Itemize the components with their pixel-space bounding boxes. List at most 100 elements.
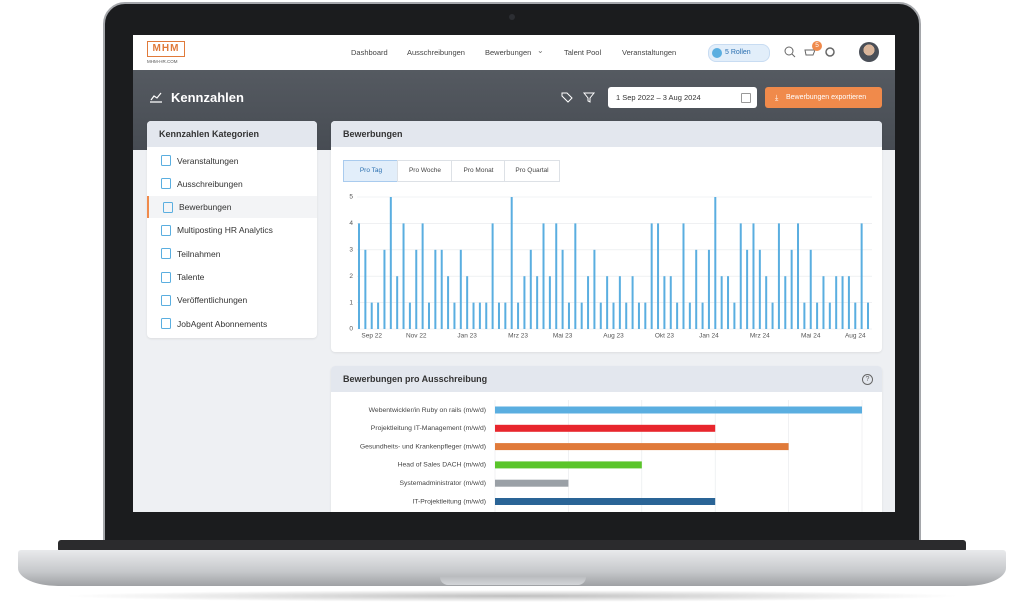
nav-item[interactable]: Dashboard [351,48,388,57]
bar [555,223,558,329]
bar [574,223,577,329]
y-tick-label: Projektleitung IT-Management (m/w/d) [371,425,486,432]
cart-badge: 5 [812,41,822,51]
nav-item[interactable]: Talent Pool [564,48,602,57]
screen: MHM MHM-HR.COM 5 Rollen 5 Dashboard Aussc… [133,35,895,512]
bar [860,223,863,329]
bar [495,461,642,469]
help-icon[interactable]: ? [862,374,873,385]
logo[interactable]: MHM [147,41,185,57]
y-tick-label: Webentwickler/in Ruby on rails (m/w/d) [369,407,486,414]
bar [618,276,621,329]
sidebar-item[interactable]: Multiposting HR Analytics [147,219,317,241]
sidebar-item[interactable]: Veranstaltungen [147,149,317,171]
bar [657,223,660,329]
tab[interactable]: Pro Quartal [504,160,560,182]
sidebar-item[interactable]: Teilnahmen [147,242,317,264]
bar [561,249,564,329]
chart-svg: Webentwickler/in Ruby on rails (m/w/d) Pr… [360,400,863,512]
bar [867,302,869,329]
bar [408,302,411,329]
chart-card: Bewerbungen pro Ausschreibung ? Webentwi… [331,366,882,512]
bar [695,249,698,329]
bar [599,302,602,329]
x-tick-label: Jan 24 [699,333,719,340]
bar [548,276,551,329]
header-icon [150,92,162,103]
bar [682,223,685,329]
bar [835,276,838,329]
bar [587,276,590,329]
bar [536,276,539,329]
sidebar-icon [161,155,171,166]
sidebar-label: Bewerbungen [179,202,232,213]
sidebar-label: Multiposting HR Analytics [177,225,273,236]
bar [707,249,710,329]
roles-pill[interactable]: 5 Rollen [708,44,770,62]
sidebar-label: Veröffentlichungen [177,295,248,306]
search-icon[interactable] [784,46,794,56]
y-tick-label: IT-Projektleitung (m/w/d) [412,498,486,505]
avatar[interactable] [859,42,879,62]
bar [495,424,716,432]
bar [809,249,812,329]
bar [453,302,456,329]
sidebar-item[interactable]: Bewerbungen [147,195,317,218]
export-button[interactable]: ⤓ Bewerbungen exportieren [765,87,882,108]
bar [459,249,462,329]
camera [509,14,515,20]
sidebar-item[interactable]: Talente [147,266,317,288]
bar [427,302,430,329]
bar [854,302,857,329]
bar [644,302,647,329]
sidebar-icon [161,178,171,190]
roles-label: 5 Rollen [725,49,751,56]
settings-icon[interactable] [825,47,835,57]
sidebar-label: JobAgent Abonnements [177,318,268,329]
bar [517,302,520,329]
y-tick-label: 1 [349,299,353,306]
bar [529,249,532,329]
sidebar-item[interactable]: JobAgent Abonnements [147,312,317,334]
x-tick-label: Nov 22 [406,333,427,340]
tag-icon[interactable] [561,92,573,103]
bar [765,276,768,329]
bar [434,249,437,329]
sidebar-icon [161,294,171,306]
bar [495,479,569,487]
bar [389,197,392,329]
bar [733,302,736,329]
header-tools [561,92,596,103]
bar [631,276,634,329]
bar [784,276,787,329]
y-tick-label: 4 [349,220,353,227]
laptop-hinge [58,540,966,552]
sidebar-icon [161,271,171,283]
chart-title: Bewerbungen [331,121,882,147]
sidebar-card: Kennzahlen Kategorien Veranstaltungen Aus… [147,121,317,338]
chart-title: Bewerbungen pro Ausschreibung [331,366,882,392]
y-tick-label: Head of Sales DACH (m/w/d) [398,462,486,469]
bar [663,276,666,329]
sidebar-item[interactable]: Ausschreibungen [147,172,317,194]
filter-icon[interactable] [582,92,596,103]
bar [714,197,717,329]
date-input[interactable]: 1 Sep 2022 – 3 Aug 2024 [608,87,757,108]
bar [841,276,844,329]
x-tick-label: Okt 23 [655,333,675,340]
bar [701,302,704,329]
bar [580,302,583,329]
nav-item[interactable]: Bewerbungen [485,48,532,57]
y-tick-label: 5 [349,194,353,201]
roles-icon [712,48,722,58]
sidebar-icon [161,224,171,236]
sidebar-item[interactable]: Veröffentlichungen [147,289,317,311]
x-tick-label: Mai 24 [801,333,821,340]
dropdown-chevron: ⌄ [537,46,544,55]
sidebar-label: Veranstaltungen [177,155,239,166]
cart-icon[interactable] [804,49,816,56]
nav-item[interactable]: Ausschreibungen [407,48,465,57]
nav-item[interactable]: Veranstaltungen [622,48,677,57]
